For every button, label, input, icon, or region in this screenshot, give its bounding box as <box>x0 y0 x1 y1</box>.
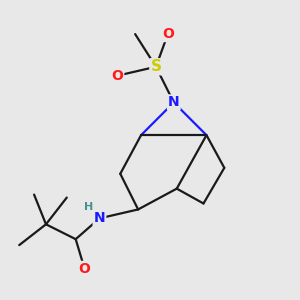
Text: S: S <box>150 59 161 74</box>
Text: N: N <box>94 212 105 225</box>
Text: O: O <box>79 262 91 276</box>
Text: O: O <box>162 27 174 41</box>
Text: H: H <box>84 202 94 212</box>
Text: N: N <box>168 95 180 110</box>
Text: O: O <box>111 69 123 83</box>
